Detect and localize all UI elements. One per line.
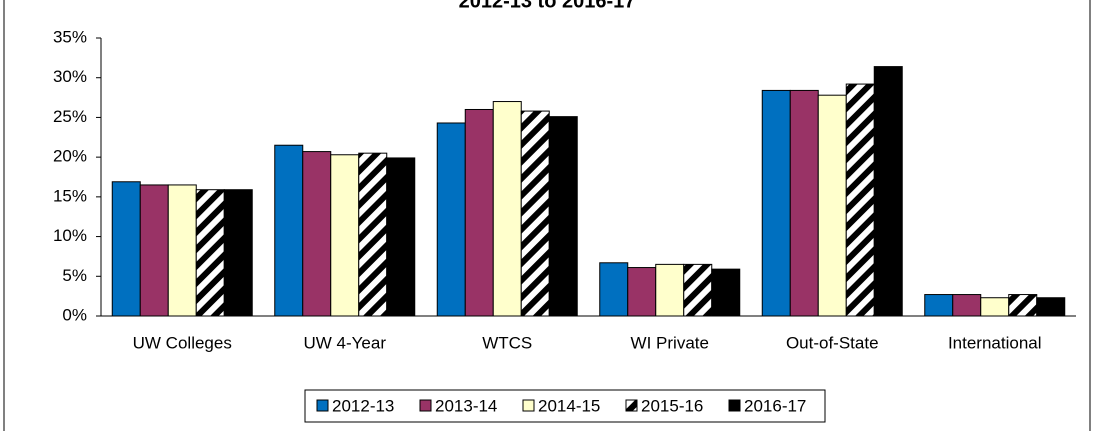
legend-label: 2012-13 xyxy=(332,396,394,415)
bar xyxy=(873,66,903,317)
bar xyxy=(1008,294,1038,317)
y-tick-label: 10% xyxy=(53,226,87,245)
bar xyxy=(195,189,225,317)
x-tick-label: International xyxy=(948,333,1042,352)
bar xyxy=(599,262,629,317)
x-tick-label: Out-of-State xyxy=(786,333,879,352)
legend-label: 2014-15 xyxy=(538,396,600,415)
bar xyxy=(358,152,388,317)
bar xyxy=(1036,297,1066,317)
bar xyxy=(464,108,494,317)
legend-swatch xyxy=(522,399,535,412)
bar xyxy=(655,263,685,317)
bar xyxy=(845,83,875,317)
bar xyxy=(111,181,141,317)
legend-swatch xyxy=(419,399,432,412)
bar xyxy=(817,94,847,317)
bar xyxy=(761,89,791,317)
legend-swatch xyxy=(316,399,329,412)
bar xyxy=(980,297,1010,317)
y-tick-label: 15% xyxy=(53,186,87,205)
bar xyxy=(711,268,741,317)
bar xyxy=(520,110,550,317)
x-tick-label: UW 4-Year xyxy=(303,333,386,352)
bar xyxy=(302,151,332,317)
y-tick-label: 20% xyxy=(53,147,87,166)
bar xyxy=(627,267,657,317)
bar xyxy=(274,144,304,317)
y-tick-label: 30% xyxy=(53,67,87,86)
bar xyxy=(952,294,982,317)
legend-label: 2015-16 xyxy=(641,396,703,415)
bar xyxy=(139,184,169,317)
x-tick-label: WTCS xyxy=(482,333,532,352)
y-tick-label: 35% xyxy=(53,27,87,46)
legend-label: 2013-14 xyxy=(435,396,497,415)
legend-swatch xyxy=(625,399,638,412)
y-tick-label: 25% xyxy=(53,107,87,126)
bar xyxy=(167,184,197,317)
y-tick-label: 5% xyxy=(62,266,87,285)
bar xyxy=(330,154,360,317)
bar xyxy=(492,101,522,317)
legend-swatch xyxy=(728,399,741,412)
x-tick-label: UW Colleges xyxy=(133,333,232,352)
bar xyxy=(436,122,466,317)
bar xyxy=(548,116,578,317)
y-tick-label: 0% xyxy=(62,305,87,324)
bar xyxy=(223,189,253,317)
bar xyxy=(683,263,713,317)
x-tick-label: WI Private xyxy=(631,333,709,352)
bar xyxy=(789,89,819,317)
chart-title: 2012-13 to 2016-17 xyxy=(459,0,636,12)
bar xyxy=(924,294,954,317)
legend-label: 2016-17 xyxy=(744,396,806,415)
bar xyxy=(386,157,416,317)
